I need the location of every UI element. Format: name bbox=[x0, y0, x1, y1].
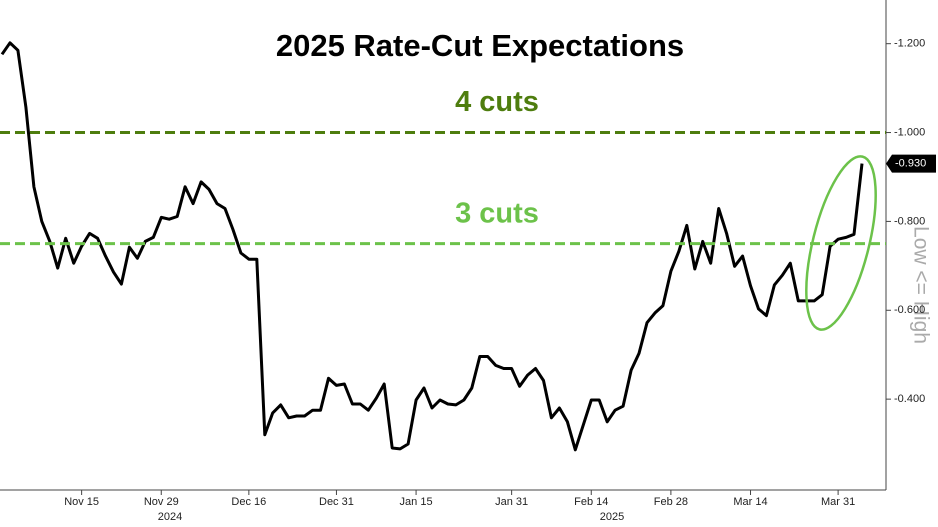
chart-title: 2025 Rate-Cut Expectations bbox=[276, 28, 684, 63]
x-tick-label: Mar 31 bbox=[821, 496, 855, 508]
x-tick-label: Feb 28 bbox=[654, 496, 688, 508]
reference-label: 3 cuts bbox=[455, 197, 539, 229]
x-tick-label: Dec 31 bbox=[319, 496, 354, 508]
y-tick-label: -1.200 bbox=[894, 38, 925, 50]
x-sublabel: 2025 bbox=[600, 511, 624, 523]
y-axis-label: Low <= High bbox=[909, 226, 932, 344]
x-tick-label: Nov 15 bbox=[64, 496, 99, 508]
x-sublabel: 2024 bbox=[158, 511, 182, 523]
last-value-label: -0.930 bbox=[895, 158, 926, 170]
reference-label: 4 cuts bbox=[455, 86, 539, 118]
x-tick-label: Dec 16 bbox=[231, 496, 266, 508]
x-tick-label: Nov 29 bbox=[144, 496, 179, 508]
y-tick-label: -1.000 bbox=[894, 126, 925, 138]
x-tick-label: Feb 14 bbox=[574, 496, 608, 508]
highlight-ellipse bbox=[805, 155, 877, 331]
y-tick-label: -0.800 bbox=[894, 215, 925, 227]
y-tick-label: -0.600 bbox=[894, 304, 925, 316]
last-value-tag bbox=[886, 154, 936, 173]
x-tick-label: Jan 15 bbox=[400, 496, 433, 508]
series-line bbox=[0, 41, 864, 452]
x-tick-label: Mar 14 bbox=[733, 496, 767, 508]
y-tick-label: -0.400 bbox=[894, 393, 925, 405]
plot-area bbox=[0, 41, 864, 452]
x-tick-label: Jan 31 bbox=[495, 496, 528, 508]
